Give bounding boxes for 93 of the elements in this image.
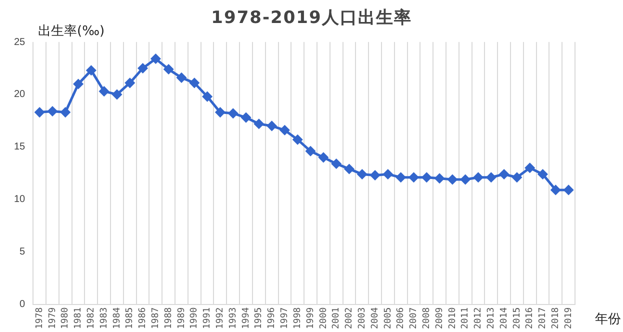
point — [512, 172, 522, 182]
point — [48, 106, 58, 116]
x-tick-label: 1996 — [267, 307, 278, 330]
point — [215, 108, 225, 118]
x-tick-label: 1997 — [280, 307, 290, 330]
point — [86, 66, 96, 76]
x-tick-label: 1981 — [74, 307, 84, 330]
x-tick-label: 2007 — [409, 307, 420, 330]
x-tick-label: 2004 — [370, 307, 380, 330]
point — [344, 164, 354, 174]
point — [280, 125, 290, 135]
x-tick-label: 1986 — [138, 307, 148, 330]
x-tick-label: 2008 — [422, 307, 432, 330]
x-axis-title: 年份 — [595, 311, 621, 328]
point — [241, 112, 251, 122]
x-tick-label: 2006 — [396, 307, 406, 330]
point — [408, 172, 418, 182]
point — [370, 170, 380, 180]
point — [332, 158, 342, 168]
y-tick-label: 0 — [20, 299, 26, 310]
point — [99, 86, 109, 96]
point — [150, 54, 160, 64]
x-tick-label: 1985 — [125, 307, 136, 330]
point — [422, 172, 432, 182]
x-tick-label: 1983 — [99, 307, 110, 330]
y-tick-label: 15 — [14, 142, 26, 153]
x-tick-label: 2009 — [434, 307, 445, 330]
x-tick-label: 1995 — [254, 307, 264, 330]
point — [550, 185, 560, 195]
y-tick-label: 25 — [14, 36, 26, 48]
x-tick-label: 1998 — [292, 307, 303, 330]
x-tick-label: 1982 — [86, 307, 97, 330]
x-tick-label: 1979 — [48, 307, 58, 330]
x-tick-label: 1984 — [112, 307, 122, 330]
point — [538, 169, 548, 179]
x-tick-label: 2018 — [550, 307, 561, 330]
point — [473, 172, 483, 182]
chart-title: 1978-2019人口出生率 — [211, 8, 412, 28]
point — [499, 169, 509, 179]
point — [190, 78, 200, 88]
x-tick-label: 2015 — [512, 307, 522, 330]
x-tick-label: 1994 — [241, 307, 252, 330]
point — [125, 78, 135, 88]
point — [486, 172, 496, 182]
x-tick-label: 2000 — [318, 307, 329, 330]
point — [202, 92, 212, 102]
x-tick-label: 1989 — [176, 307, 187, 330]
x-tick-label: 2002 — [344, 307, 355, 330]
x-tick-label: 2012 — [474, 307, 484, 330]
x-tick-label: 1992 — [216, 307, 226, 330]
point — [112, 90, 122, 100]
x-tick-label: 1987 — [151, 307, 162, 330]
x-tick-label: 1990 — [190, 307, 200, 330]
x-tick-label: 1993 — [228, 307, 238, 330]
point — [318, 152, 328, 162]
point — [228, 108, 238, 118]
point — [564, 185, 574, 195]
y-axis-title: 出生率(‰) — [38, 23, 105, 40]
point — [74, 79, 84, 89]
x-tick-label: 2003 — [357, 307, 368, 330]
point — [460, 174, 470, 184]
y-tick-label: 5 — [20, 246, 26, 258]
x-tick-label: 2019 — [564, 307, 574, 330]
x-tick-label: 2005 — [383, 307, 394, 330]
x-tick-label: 1978 — [34, 307, 45, 330]
point — [267, 121, 277, 131]
x-tick-label: 2017 — [538, 307, 548, 330]
point — [383, 169, 393, 179]
point — [292, 134, 302, 144]
point — [525, 163, 535, 173]
point — [34, 108, 44, 118]
x-tick-label: 2013 — [486, 307, 496, 330]
x-tick-label: 2010 — [448, 307, 458, 330]
x-tick-label: 2014 — [499, 307, 510, 330]
point — [448, 174, 458, 184]
x-tick-label: 2016 — [525, 307, 536, 330]
point — [60, 108, 70, 118]
y-tick-label: 10 — [14, 194, 26, 206]
point — [396, 172, 406, 182]
point — [306, 146, 316, 156]
point — [176, 72, 186, 82]
x-tick-label: 2001 — [332, 307, 342, 330]
point — [434, 174, 444, 184]
x-tick-label: 1991 — [202, 307, 213, 330]
x-tick-label: 2011 — [460, 307, 471, 330]
x-tick-label: 1980 — [60, 307, 71, 330]
point — [138, 63, 148, 73]
point — [357, 169, 367, 179]
point — [164, 64, 174, 74]
point — [254, 119, 264, 129]
x-tick-label: 1999 — [306, 307, 316, 330]
x-tick-label: 1988 — [164, 307, 174, 330]
y-tick-label: 20 — [14, 89, 26, 100]
